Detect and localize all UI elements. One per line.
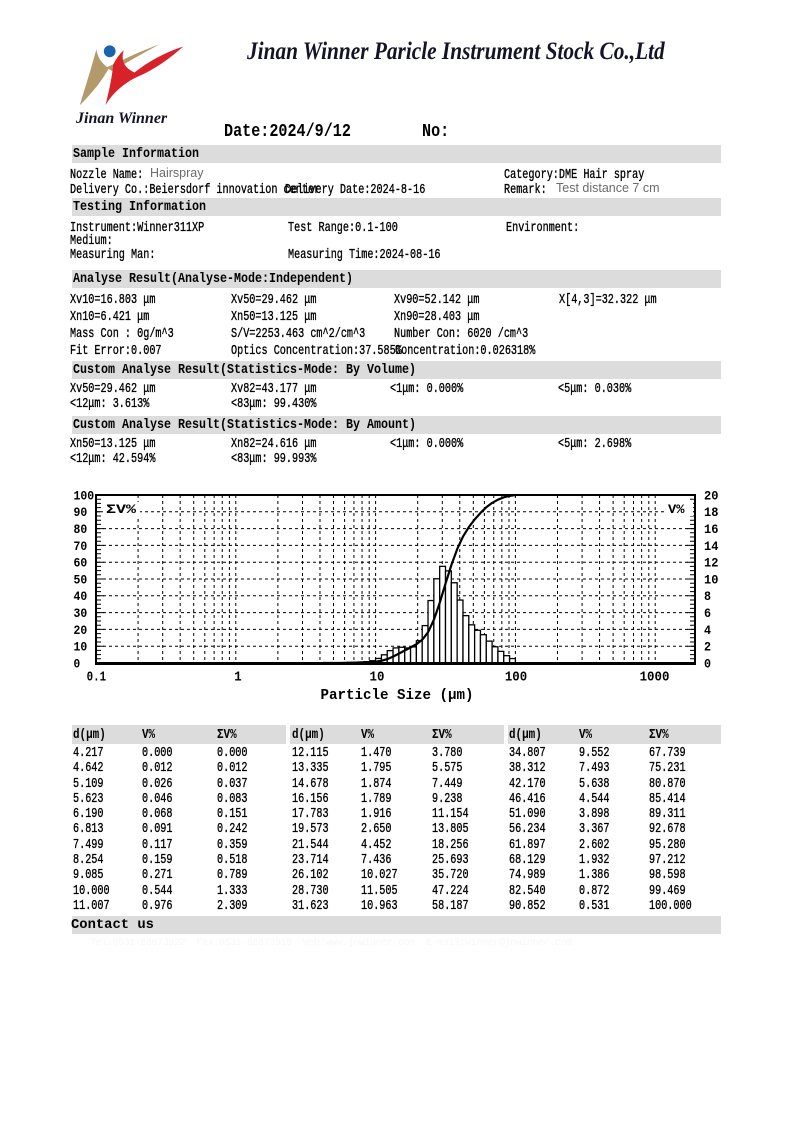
svg-text:30: 30 [74, 606, 88, 621]
svg-text:40: 40 [74, 589, 88, 604]
svg-text:16: 16 [704, 522, 719, 537]
svg-text:ΣV%: ΣV% [106, 502, 136, 517]
svg-text:V%: V% [668, 502, 685, 517]
svg-text:1000: 1000 [640, 670, 670, 686]
svg-text:8: 8 [704, 589, 711, 604]
svg-text:4: 4 [704, 623, 711, 638]
svg-text:12: 12 [704, 556, 719, 571]
svg-text:6: 6 [704, 606, 711, 621]
svg-text:18: 18 [704, 505, 719, 520]
svg-text:0: 0 [74, 656, 81, 671]
svg-text:0.1: 0.1 [87, 670, 107, 686]
svg-text:10: 10 [704, 572, 719, 587]
svg-text:50: 50 [74, 572, 88, 587]
svg-text:10: 10 [74, 640, 88, 655]
svg-text:10: 10 [370, 670, 385, 686]
svg-text:80: 80 [74, 522, 88, 537]
svg-text:90: 90 [74, 505, 88, 520]
svg-text:100: 100 [74, 488, 95, 503]
svg-text:100: 100 [505, 670, 527, 686]
svg-text:0: 0 [704, 656, 711, 671]
svg-text:14: 14 [704, 539, 719, 554]
svg-text:2: 2 [704, 640, 711, 655]
svg-text:Particle Size (μm): Particle Size (μm) [321, 688, 474, 704]
svg-text:20: 20 [74, 623, 88, 638]
svg-text:20: 20 [704, 488, 719, 503]
svg-text:70: 70 [74, 539, 88, 554]
svg-text:1: 1 [234, 670, 241, 686]
svg-text:60: 60 [74, 556, 88, 571]
